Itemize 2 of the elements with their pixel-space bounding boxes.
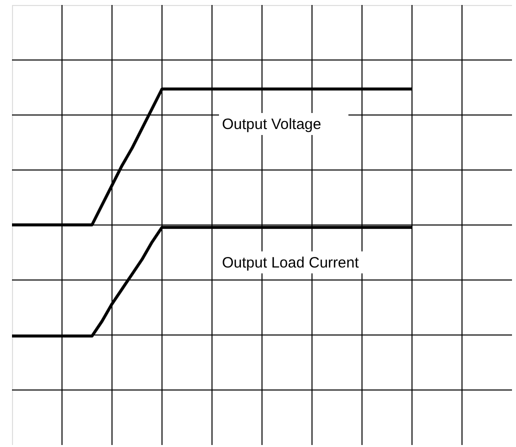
series-label: Output Load Current <box>222 254 360 272</box>
series-label: Output Voltage <box>222 116 322 133</box>
